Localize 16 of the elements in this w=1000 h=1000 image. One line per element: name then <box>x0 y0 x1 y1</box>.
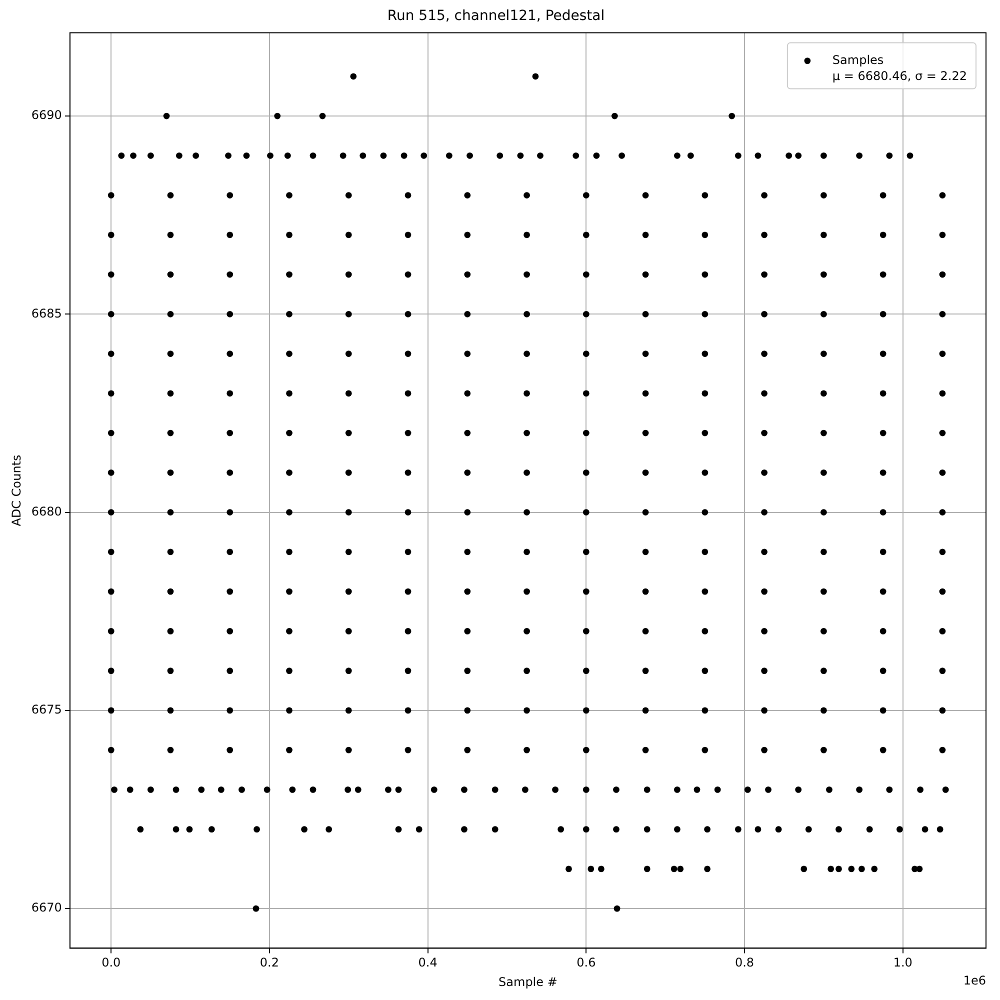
legend-label: Samples μ = 6680.46, σ = 2.22 <box>832 52 967 83</box>
y-tick-label: 6670 <box>31 900 62 915</box>
chart-title: Run 515, channel121, Pedestal <box>387 8 605 24</box>
x-tick-label: 0.2 <box>260 956 280 970</box>
y-tick-label: 6690 <box>31 108 62 122</box>
text: 1e6 <box>963 973 986 988</box>
y-tick-label: 6680 <box>31 504 62 518</box>
x-tick-label: 1.0 <box>893 956 912 970</box>
x-tick-label: 0.6 <box>576 956 596 970</box>
y-tick-label: 6685 <box>31 306 62 320</box>
x-tick-label: 0.0 <box>102 956 121 970</box>
y-tick-label: 6675 <box>31 702 62 717</box>
y-axis-title: ADC Counts <box>9 454 24 526</box>
x-axis-title: Sample # <box>498 974 558 989</box>
x-tick-label: 0.8 <box>734 956 754 970</box>
x-tick-label: 0.4 <box>418 956 438 970</box>
